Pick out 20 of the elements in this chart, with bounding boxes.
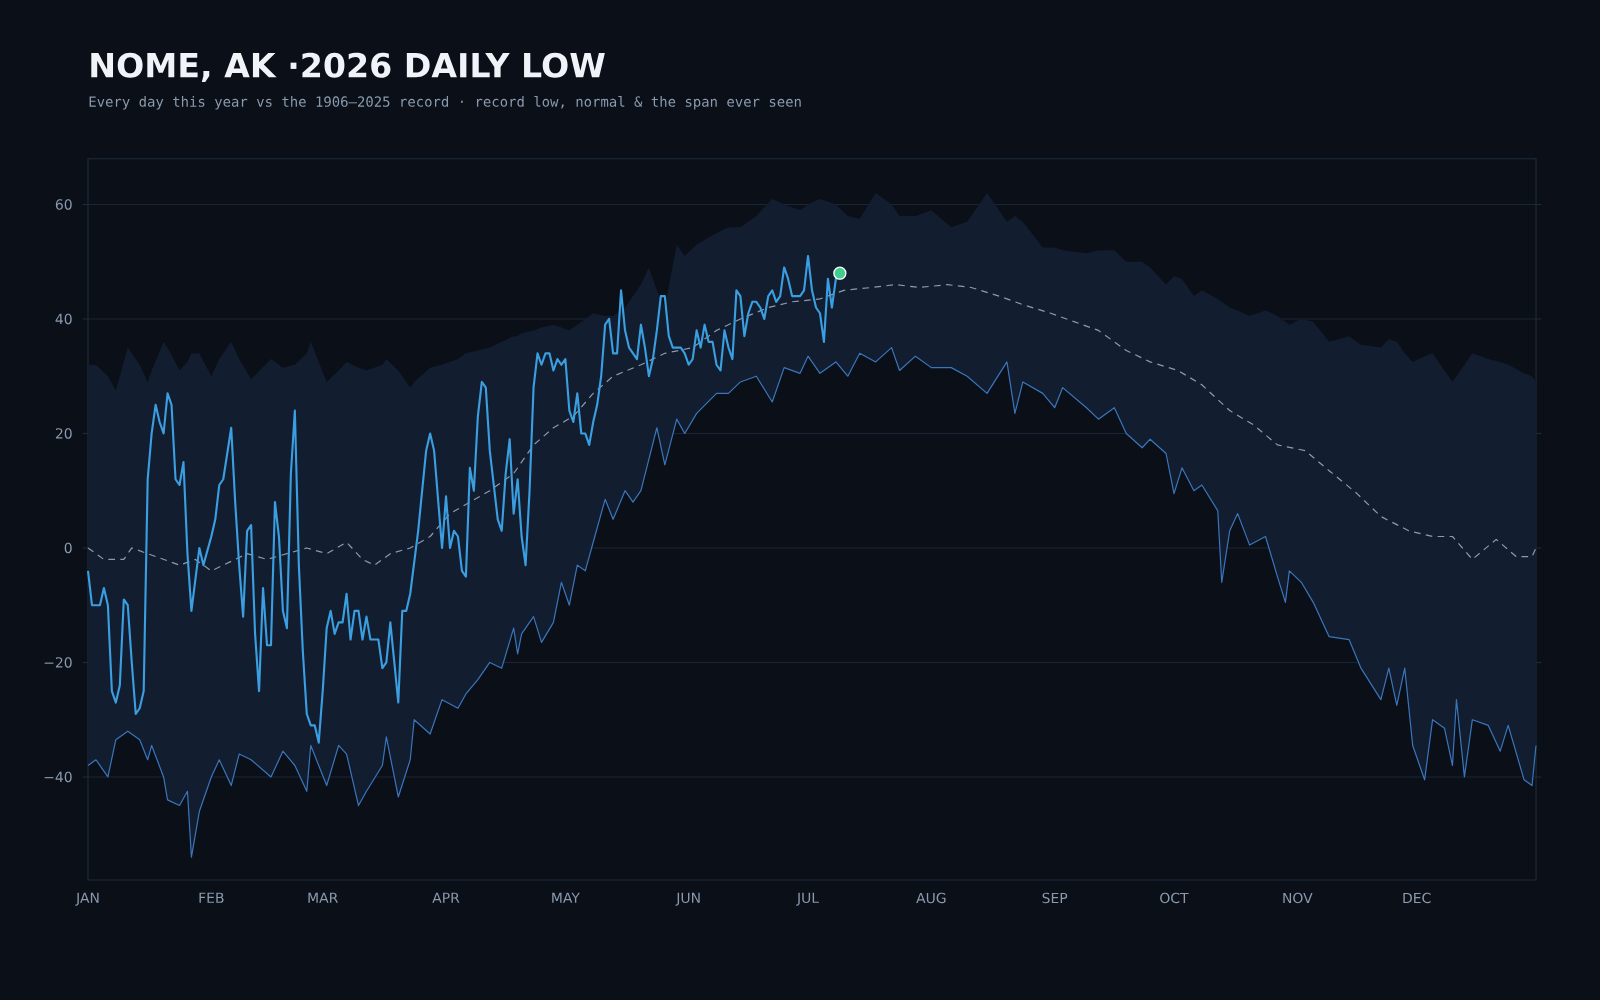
y-tick-label: −40 xyxy=(44,771,72,783)
x-tick-label: JUN xyxy=(675,892,700,906)
x-tick-label: SEP xyxy=(1042,892,1068,904)
x-tick-label: FEB xyxy=(199,892,224,903)
x-tick-label: DEC xyxy=(1403,892,1431,904)
x-tick-label: MAY xyxy=(552,892,580,903)
y-tick-label: 40 xyxy=(55,313,72,325)
x-tick-label: APR xyxy=(432,892,460,903)
y-tick-label: −20 xyxy=(44,657,72,668)
y-tick-label: 0 xyxy=(64,542,72,554)
x-tick-label: OCT xyxy=(1160,892,1189,904)
chart-subtitle: Every day this year vs the 1906–2025 record · record low, normal & the span ever seen xyxy=(89,95,801,110)
x-tick-label: JUL xyxy=(796,892,819,906)
chart-title: NOME, AK ·2026 DAILY LOW xyxy=(91,52,605,83)
y-tick-label: 60 xyxy=(55,199,72,210)
x-tick-label: JAN xyxy=(75,892,99,906)
y-tick-label: 20 xyxy=(55,428,72,439)
x-tick-label: AUG xyxy=(916,892,946,904)
x-tick-label: NOV xyxy=(1283,892,1313,904)
x-tick-label: MAR xyxy=(308,892,338,903)
